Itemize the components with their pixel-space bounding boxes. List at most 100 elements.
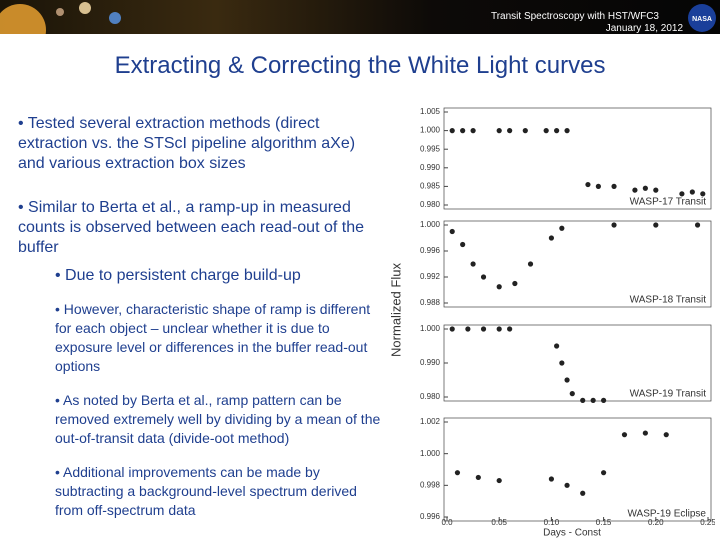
data-point: [449, 128, 455, 134]
y-tick-label: 0.998: [420, 480, 441, 489]
y-axis-label: Normalized Flux: [388, 263, 403, 357]
data-point: [559, 360, 565, 366]
y-tick-label: 0.980: [420, 200, 441, 209]
y-tick-label: 0.996: [420, 246, 441, 255]
planet: [79, 2, 91, 14]
data-point: [564, 377, 570, 383]
x-tick-label: 0.25: [700, 518, 715, 527]
data-point: [507, 326, 513, 332]
y-tick-label: 0.992: [420, 272, 441, 281]
data-point: [512, 280, 518, 287]
data-point: [522, 128, 528, 134]
data-point: [590, 397, 596, 403]
data-point: [642, 185, 648, 191]
data-point: [694, 222, 701, 228]
data-point: [480, 326, 487, 332]
sun: [0, 4, 46, 56]
y-tick-label: 1.000: [420, 324, 441, 333]
header-subtitle: Transit Spectroscopy with HST/WFC3: [490, 11, 659, 22]
data-point: [700, 191, 706, 197]
data-point: [460, 128, 466, 134]
data-point: [564, 482, 570, 488]
data-point: [496, 284, 502, 290]
x-axis-label: Days - Const: [543, 528, 601, 539]
data-point: [543, 128, 549, 134]
y-tick-label: 0.990: [420, 163, 441, 172]
data-point: [548, 476, 554, 482]
data-point: [679, 191, 685, 197]
logo-text: NASA: [692, 16, 712, 23]
panel-label: WASP-19 Transit: [630, 389, 707, 400]
data-point: [507, 128, 513, 134]
bullet: • Tested several extraction methods (dir…: [18, 115, 356, 172]
data-point: [496, 477, 502, 484]
y-tick-label: 1.005: [420, 107, 441, 116]
data-point: [585, 181, 591, 188]
data-point: [548, 235, 554, 241]
data-point: [580, 490, 586, 496]
y-tick-label: 0.996: [420, 512, 441, 521]
data-point: [496, 128, 502, 134]
data-point: [449, 228, 455, 235]
planet: [56, 8, 64, 16]
data-point: [611, 222, 617, 228]
data-point: [632, 187, 638, 193]
panel-frame: [443, 417, 712, 522]
x-tick-label: 0.15: [596, 518, 612, 527]
data-point: [554, 128, 560, 134]
y-tick-label: 0.995: [420, 144, 441, 153]
bullet: • Similar to Berta et al., a ramp-up in …: [18, 199, 364, 256]
header-date: January 18, 2012: [605, 23, 683, 34]
logo: [688, 4, 716, 32]
panel-frame: [443, 220, 712, 308]
data-point: [470, 261, 476, 267]
data-point: [580, 397, 586, 403]
data-point: [569, 391, 575, 397]
data-point: [527, 261, 534, 267]
data-point: [611, 183, 617, 189]
data-point: [465, 326, 471, 332]
planet: [109, 12, 121, 24]
data-point: [601, 470, 607, 476]
data-point: [496, 326, 502, 332]
y-tick-label: 1.000: [420, 126, 441, 135]
bullet: • As noted by Berta et al., ramp pattern…: [55, 392, 381, 446]
y-tick-label: 1.000: [420, 220, 441, 229]
y-tick-label: 0.988: [420, 298, 441, 307]
bullet: • However, characteristic shape of ramp …: [55, 301, 371, 374]
x-tick-label: 0.0: [441, 518, 453, 527]
data-point: [595, 183, 601, 189]
bullet: • Additional improvements can be made by…: [55, 464, 357, 518]
data-point: [475, 474, 481, 481]
data-point: [559, 225, 565, 231]
y-tick-label: 1.002: [420, 417, 441, 426]
data-point: [564, 128, 570, 134]
x-tick-label: 0.20: [648, 518, 664, 527]
data-point: [663, 432, 669, 438]
x-tick-label: 0.10: [544, 518, 560, 527]
data-point: [653, 222, 659, 228]
y-tick-label: 0.990: [420, 358, 441, 367]
data-point: [470, 128, 476, 134]
data-point: [480, 274, 487, 280]
slide-title: Extracting & Correcting the White Light …: [114, 52, 606, 79]
data-point: [460, 241, 466, 248]
panel-label: WASP-18 Transit: [630, 295, 707, 306]
panel-label: WASP-17 Transit: [630, 197, 707, 208]
data-point: [454, 470, 461, 476]
panel-label: WASP-19 Eclipse: [627, 509, 706, 520]
header-banner: NASA Transit Spectroscopy with HST/WFC3 …: [0, 0, 720, 56]
data-point: [689, 189, 695, 195]
figure: Normalized Flux Days - Const 1.005 1.000 0…: [388, 107, 715, 539]
data-point: [449, 326, 455, 332]
data-point: [653, 187, 659, 193]
y-tick-label: 0.985: [420, 182, 441, 191]
data-point: [601, 397, 607, 403]
bullet: • Due to persistent charge build-up: [55, 267, 301, 284]
x-tick-label: 0.05: [491, 518, 507, 527]
y-tick-label: 0.980: [420, 392, 441, 401]
data-point: [554, 343, 560, 349]
panel-frame: [443, 107, 712, 210]
data-point: [621, 432, 628, 438]
